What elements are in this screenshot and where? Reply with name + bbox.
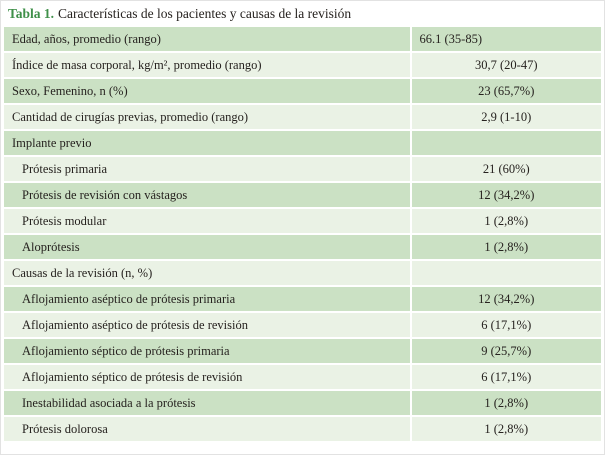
table-row: Cantidad de cirugías previas, promedio (… [4,105,601,129]
table-row: Sexo, Femenino, n (%) 23 (65,7%) [4,79,601,103]
row-value [409,261,601,285]
row-label: Prótesis de revisión con vástagos [4,183,410,207]
row-label: Implante previo [4,131,410,155]
table-caption-text: Características de los pacientes y causa… [58,6,352,21]
row-label: Inestabilidad asociada a la prótesis [4,391,410,415]
row-value: 1 (2,8%) [409,417,601,441]
row-label: Aflojamiento séptico de prótesis primari… [4,339,410,363]
table-row: Aflojamiento aséptico de prótesis de rev… [4,313,601,337]
table-row: Edad, años, promedio (rango) 66.1 (35-85) [4,27,601,51]
row-value: 1 (2,8%) [409,235,601,259]
row-value: 12 (34,2%) [409,183,601,207]
row-label: Prótesis primaria [4,157,410,181]
table-caption-number: Tabla 1. [8,6,55,21]
row-label: Causas de la revisión (n, %) [4,261,410,285]
table-row: Prótesis dolorosa 1 (2,8%) [4,417,601,441]
patients-table: Edad, años, promedio (rango) 66.1 (35-85)… [4,25,601,443]
row-label: Edad, años, promedio (rango) [4,27,410,51]
section-header-row: Implante previo [4,131,601,155]
row-value: 2,9 (1-10) [409,105,601,129]
row-label: Sexo, Femenino, n (%) [4,79,410,103]
table-row: Aloprótesis 1 (2,8%) [4,235,601,259]
row-value: 21 (60%) [409,157,601,181]
table-row: Prótesis de revisión con vástagos 12 (34,… [4,183,601,207]
row-value: 9 (25,7%) [409,339,601,363]
row-value: 6 (17,1%) [409,365,601,389]
row-value [409,131,601,155]
row-value: 30,7 (20-47) [409,53,601,77]
table-row: Aflojamiento aséptico de prótesis primar… [4,287,601,311]
table-row: Inestabilidad asociada a la prótesis 1 (2… [4,391,601,415]
row-label: Cantidad de cirugías previas, promedio (… [4,105,410,129]
row-value: 1 (2,8%) [409,209,601,233]
row-value: 6 (17,1%) [409,313,601,337]
row-value: 66.1 (35-85) [409,27,601,51]
row-value: 1 (2,8%) [409,391,601,415]
row-label: Índice de masa corporal, kg/m², promedio… [4,53,410,77]
table-row: Aflojamiento séptico de prótesis primari… [4,339,601,363]
row-value: 12 (34,2%) [409,287,601,311]
table-row: Índice de masa corporal, kg/m², promedio… [4,53,601,77]
table-row: Prótesis modular 1 (2,8%) [4,209,601,233]
table-caption: Tabla 1. Características de los pacientes… [8,4,601,24]
row-label: Prótesis modular [4,209,410,233]
row-label: Aflojamiento séptico de prótesis de revi… [4,365,410,389]
row-label: Prótesis dolorosa [4,417,410,441]
table-row: Prótesis primaria 21 (60%) [4,157,601,181]
section-header-row: Causas de la revisión (n, %) [4,261,601,285]
row-label: Aloprótesis [4,235,410,259]
table-row: Aflojamiento séptico de prótesis de revi… [4,365,601,389]
row-value: 23 (65,7%) [409,79,601,103]
patients-table-body: Edad, años, promedio (rango) 66.1 (35-85)… [4,27,601,441]
row-label: Aflojamiento aséptico de prótesis primar… [4,287,410,311]
row-label: Aflojamiento aséptico de prótesis de rev… [4,313,410,337]
